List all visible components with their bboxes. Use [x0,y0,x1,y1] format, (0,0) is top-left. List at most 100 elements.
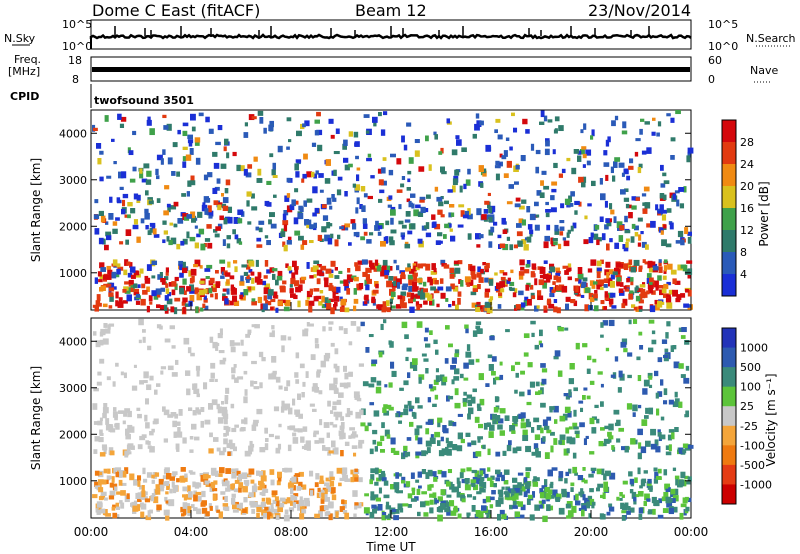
echo-cell [407,372,411,379]
echo-cell [114,486,118,492]
echo-cell [189,295,195,302]
echo-cell [367,153,372,158]
echo-cell [277,443,282,450]
echo-cell [657,300,663,308]
echo-cell [339,382,346,388]
echo-cell [404,451,411,457]
echo-cell [249,286,256,291]
echo-cell [412,272,418,277]
echo-cell [265,301,272,306]
echo-cell [312,265,319,273]
echo-cell [446,509,451,516]
echo-cell [423,358,429,362]
echo-cell [429,493,435,498]
echo-cell [390,484,396,490]
echo-cell [203,295,207,300]
echo-cell [529,381,535,388]
echo-cell [166,203,171,208]
echo-cell [647,283,654,290]
echo-cell [317,234,323,241]
echo-cell [120,490,126,496]
echo-cell [383,319,387,324]
echo-cell [171,289,176,296]
echo-cell [580,149,585,155]
echo-cell [311,142,317,147]
echo-cell [271,493,277,498]
echo-cell [591,469,596,474]
echo-cell [498,244,502,250]
echo-cell [634,232,639,237]
echo-cell [439,240,443,244]
echo-cell [515,197,521,202]
echo-cell [364,301,368,305]
colorbar-segment [722,142,736,165]
echo-cell [401,235,405,240]
echo-cell [124,467,129,474]
echo-cell [568,426,573,430]
echo-cell [437,496,443,502]
echo-cell [429,499,434,505]
echo-cell [658,285,664,289]
echo-cell [291,272,296,279]
echo-cell [674,475,680,480]
echo-cell [630,236,635,243]
echo-cell [319,189,324,193]
echo-cell [172,420,178,428]
echo-cell [97,420,103,426]
echo-cell [429,437,436,444]
echo-cell [572,422,578,430]
echo-cell [315,387,320,393]
echo-cell [407,274,414,280]
echo-cell [550,445,554,453]
echo-cell [163,409,170,416]
echo-cell [523,352,529,357]
echo-cell [526,401,532,406]
echo-cell [352,223,357,230]
echo-cell [555,270,561,274]
echo-cell [483,209,489,214]
echo-cell [407,263,411,271]
echo-cell [495,173,500,181]
echo-cell [227,216,233,224]
echo-cell [225,468,232,474]
echo-cell [212,284,217,291]
echo-cell [415,479,420,483]
echo-cell [499,408,506,414]
echo-cell [642,208,648,214]
echo-cell [425,440,432,447]
echo-cell [583,438,587,446]
echo-cell [522,435,529,442]
echo-cell [304,500,310,507]
echo-cell [132,283,138,289]
echo-cell [461,498,466,503]
echo-cell [315,170,319,175]
echo-cell [125,239,130,245]
echo-cell [396,158,402,165]
echo-cell [375,283,379,289]
echo-cell [219,450,225,456]
echo-cell [182,122,189,127]
echo-cell [328,501,334,508]
echo-cell [375,386,382,394]
echo-cell [385,505,392,510]
echo-cell [599,513,604,520]
echo-cell [466,514,470,518]
echo-cell [208,403,214,410]
echo-cell [145,190,149,196]
echo-cell [205,276,210,280]
echo-cell [637,428,643,436]
echo-cell [581,146,587,150]
echo-cell [457,224,464,228]
echo-cell [516,223,522,228]
echo-cell [251,485,258,493]
echo-cell [293,217,299,225]
echo-cell [535,166,540,174]
echo-cell [149,431,154,436]
echo-cell [230,346,236,353]
echo-cell [384,270,390,276]
echo-cell [223,433,227,437]
echo-cell [148,295,153,302]
echo-cell [526,421,532,428]
echo-cell [434,280,439,285]
echo-cell [330,134,335,139]
